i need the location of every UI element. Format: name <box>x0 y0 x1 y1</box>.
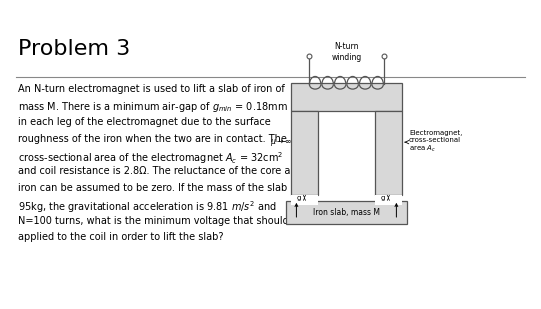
Bar <box>286 201 407 224</box>
Text: Problem 3: Problem 3 <box>18 39 130 59</box>
Text: N-turn
winding: N-turn winding <box>331 42 361 62</box>
Text: iron can be assumed to be zero. If the mass of the slab is: iron can be assumed to be zero. If the m… <box>18 183 298 193</box>
Text: roughness of the iron when the two are in contact. The: roughness of the iron when the two are i… <box>18 133 287 143</box>
Bar <box>291 195 318 205</box>
Bar <box>375 111 402 195</box>
Text: Iron slab, mass M: Iron slab, mass M <box>313 208 380 217</box>
Text: Electromagnet,
cross-sectional
area $A_c$: Electromagnet, cross-sectional area $A_c… <box>409 130 462 154</box>
Text: mass M. There is a minimum air-gap of $g_{min}$ = 0.18mm: mass M. There is a minimum air-gap of $g… <box>18 100 288 115</box>
Text: An N-turn electromagnet is used to lift a slab of iron of: An N-turn electromagnet is used to lift … <box>18 84 285 94</box>
Text: N=100 turns, what is the minimum voltage that should be: N=100 turns, what is the minimum voltage… <box>18 216 304 226</box>
Text: $\mu\rightarrow\infty$: $\mu\rightarrow\infty$ <box>269 137 292 148</box>
Text: 95kg, the gravitational acceleration is 9.81 $m/s^2$ and: 95kg, the gravitational acceleration is … <box>18 200 276 215</box>
Text: applied to the coil in order to lift the slab?: applied to the coil in order to lift the… <box>18 232 223 243</box>
Text: cross-sectional area of the electromagnet $A_c$ = 32cm$^2$: cross-sectional area of the electromagne… <box>18 150 283 166</box>
Text: g: g <box>296 195 301 201</box>
Bar <box>291 83 402 111</box>
Bar <box>291 111 318 195</box>
Bar <box>375 195 402 205</box>
Text: g: g <box>380 195 385 201</box>
Text: and coil resistance is 2.8Ω. The reluctance of the core and: and coil resistance is 2.8Ω. The relucta… <box>18 167 303 176</box>
Text: in each leg of the electromagnet due to the surface: in each leg of the electromagnet due to … <box>18 117 270 127</box>
